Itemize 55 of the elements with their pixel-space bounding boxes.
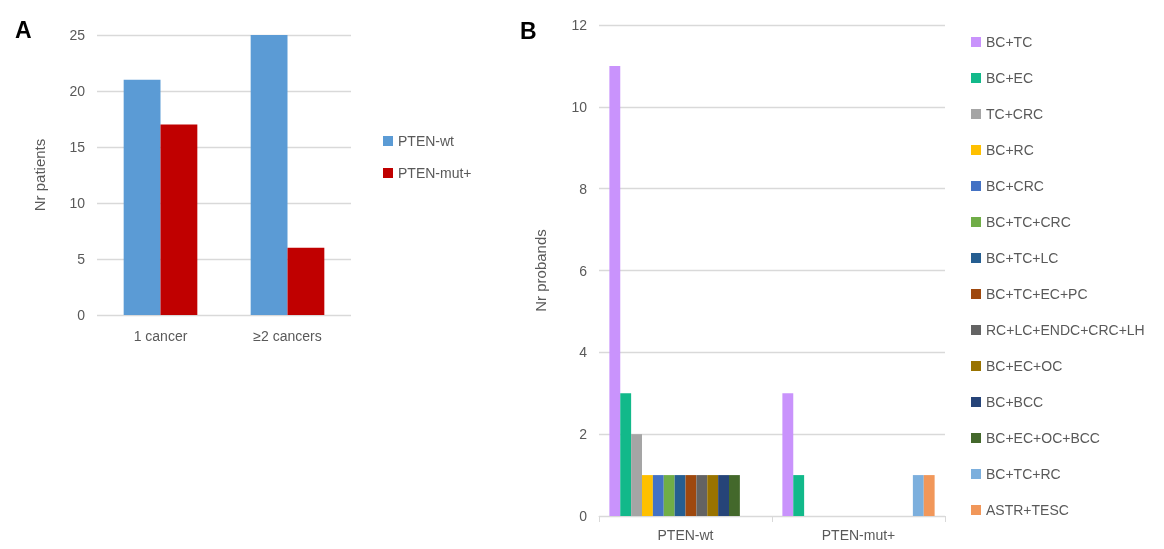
x-tick-label: 1 cancer [133,328,188,344]
bar [631,434,642,516]
legend-label: BC+RC [986,142,1034,158]
bar [160,124,198,315]
legend-label: PTEN-wt [398,133,455,149]
bar [696,475,708,516]
y-tick-label: 8 [579,180,588,197]
y-tick-label: 12 [571,17,588,33]
legend-label: TC+CRC [986,106,1044,122]
legend-label: ASTR+TESC [986,502,1069,518]
y-tick-label: 10 [571,98,588,115]
bar [642,475,653,516]
bar [718,475,729,516]
bar [685,475,697,516]
y-tick-label: 0 [77,307,86,323]
y-axis-title: Nr probands [532,229,549,312]
bar [609,65,621,516]
legend-label: BC+EC+OC+BCC [986,430,1100,446]
bar [123,79,161,315]
bar [793,475,805,516]
bar [782,393,794,516]
bar [912,475,924,516]
legend-label: BC+EC [986,70,1034,86]
legend-label: BC+EC+OC [986,358,1063,374]
legend-label: BC+BCC [986,394,1044,410]
y-tick-label: 10 [69,195,86,211]
y-tick-label: 15 [69,139,86,155]
y-tick-label: 25 [69,27,86,43]
y-tick-label: 6 [579,262,588,279]
x-tick-label: ≥2 cancers [253,328,322,344]
y-tick-label: 4 [579,344,588,361]
chart-title: A [15,16,32,43]
bar [729,475,740,516]
y-tick-label: 5 [77,251,86,267]
bar [707,475,719,516]
bar [663,475,675,516]
bar [250,35,288,315]
bar [923,475,935,516]
legend-label: RC+LC+ENDC+CRC+LH [986,322,1145,338]
legend-label: BC+CRC [986,178,1044,194]
y-tick-label: 0 [579,508,588,524]
legend-label: BC+TC+EC+PC [986,286,1088,302]
legend-label: PTEN-mut+ [398,165,472,181]
bar [652,475,664,516]
y-axis-title: Nr patients [31,138,48,212]
y-tick-label: 20 [69,83,86,99]
bar [674,475,686,516]
legend-label: BC+TC+CRC [986,214,1071,230]
legend-label: BC+TC [986,34,1033,50]
chart-title: B [520,17,537,44]
y-tick-label: 2 [579,426,588,443]
legend-label: BC+TC+RC [986,466,1061,482]
bar [287,247,325,315]
legend-label: BC+TC+LC [986,250,1059,266]
bar [620,393,632,516]
